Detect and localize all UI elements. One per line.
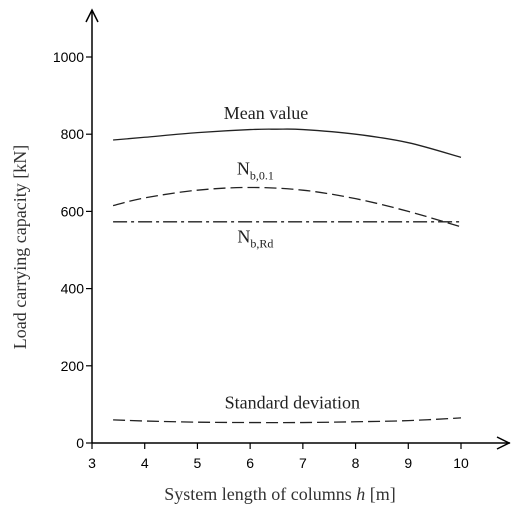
y-axis-arrow-icon [85, 8, 99, 23]
x-tick-label: 9 [404, 455, 412, 471]
y-tick-label: 200 [61, 358, 85, 374]
series-line-standard-deviation [113, 417, 462, 424]
annotation-label: Mean value [224, 103, 308, 123]
x-tick-label: 3 [88, 455, 96, 471]
x-tick-label: 10 [453, 455, 469, 471]
axes [85, 8, 511, 450]
annotation-label: Standard deviation [225, 392, 360, 412]
annotation-label: Nb,Rd [237, 226, 273, 250]
y-tick-label: 600 [61, 203, 85, 219]
x-tick-label: 6 [246, 455, 254, 471]
x-tick-label: 4 [141, 455, 149, 471]
series-line-nb-0-1 [112, 186, 462, 228]
annotations: Mean value Nb,0.1 Nb,Rd Standard deviation [224, 103, 360, 413]
x-ticks: 3 4 5 6 7 8 9 10 [88, 443, 469, 471]
x-axis-title: System length of columns h [m] [164, 484, 396, 504]
series-layer [112, 128, 462, 424]
x-tick-label: 7 [299, 455, 307, 471]
annotation-label: Nb,0.1 [237, 159, 274, 183]
x-tick-label: 8 [352, 455, 360, 471]
series-line-mean-value [113, 128, 462, 158]
y-tick-label: 0 [76, 435, 84, 451]
y-tick-label: 400 [61, 281, 85, 297]
y-tick-label: 800 [61, 126, 85, 142]
y-axis-title: Load carrying capacity [kN] [10, 145, 30, 349]
y-ticks: 0 200 400 600 800 1000 [53, 49, 92, 451]
x-axis-arrow-icon [496, 436, 511, 450]
x-tick-label: 5 [194, 455, 202, 471]
y-tick-label: 1000 [53, 49, 84, 65]
